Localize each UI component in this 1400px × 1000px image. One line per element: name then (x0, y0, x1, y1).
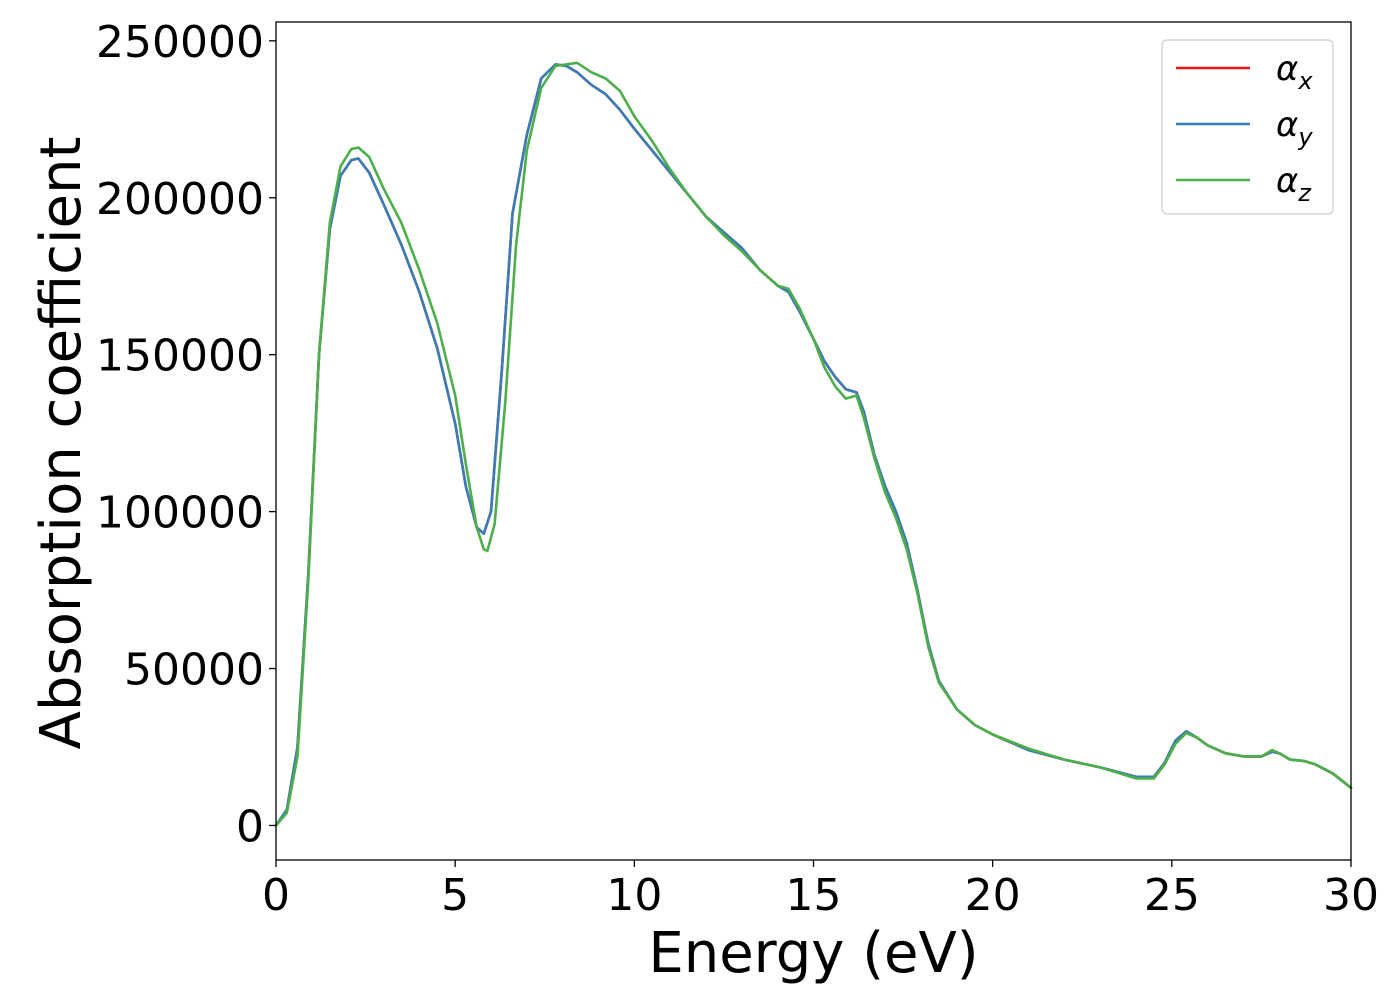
x-tick-label: 10 (606, 870, 662, 921)
series-layer (274, 61, 1353, 827)
x-tick-label: 25 (1144, 870, 1200, 921)
x-tick-label: 20 (965, 870, 1021, 921)
legend-label-x: αx (1276, 49, 1313, 95)
y-tick-label: 50000 (124, 645, 264, 696)
series-line-y (274, 63, 1353, 827)
y-tick-label: 200000 (96, 174, 264, 225)
tick-layer: 0 5 10 15 20 25 30 0 50000 100000 150000 200000 2500… (96, 17, 1379, 921)
x-tick-label: 0 (262, 870, 290, 921)
y-tick-label: 250000 (96, 17, 264, 68)
x-axis-title: Energy (eV) (648, 921, 978, 986)
legend-label-z: αz (1276, 161, 1312, 207)
legend-box (1161, 39, 1334, 215)
y-tick-label: 150000 (96, 331, 264, 382)
y-axis-title: Absorption coefficient (29, 137, 94, 750)
x-tick-label: 5 (441, 870, 469, 921)
legend-label-y: αy (1276, 105, 1313, 151)
x-tick-label: 15 (786, 870, 842, 921)
legend: αx αy αz (1161, 39, 1334, 215)
y-tick-label: 100000 (96, 488, 264, 539)
x-tick-label: 30 (1323, 870, 1379, 921)
y-tick-label: 0 (236, 801, 264, 852)
series-line-z (274, 61, 1353, 827)
